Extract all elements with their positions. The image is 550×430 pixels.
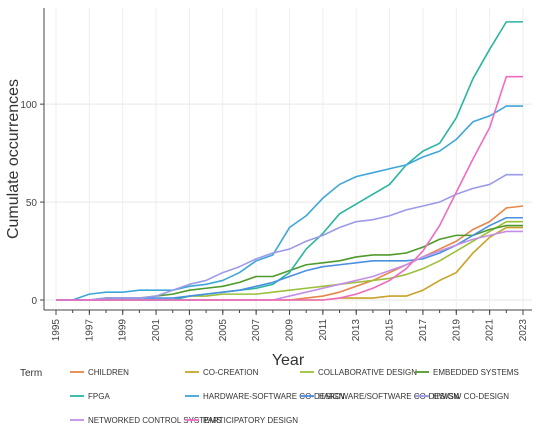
- y-tick-label-1: 50: [26, 198, 38, 209]
- legend-title: Term: [20, 368, 42, 379]
- y-tick-label-0: 0: [31, 296, 37, 307]
- series-line-7: [56, 173, 523, 301]
- x-tick-label-11: 2017: [418, 319, 429, 342]
- legend: Term CHILDREN CO-CREATION COLLABORATIVE DE…: [20, 368, 519, 425]
- legend-label-1: CO-CREATION: [203, 368, 259, 377]
- legend-label-4: FPGA: [88, 392, 110, 401]
- x-tick-label-13: 2021: [485, 319, 496, 342]
- grid: [44, 8, 532, 310]
- legend-label-5: HARDWARE-SOFTWARE CO-DESIGN: [203, 392, 345, 401]
- series-line-9: [56, 75, 523, 301]
- y-axis-ticks: 0 50 100: [20, 100, 44, 307]
- x-tick-label-10: 2015: [385, 319, 396, 342]
- x-tick-label-3: 2001: [151, 319, 162, 342]
- x-axis-ticks: 1995 1997 1999 2001 2003 2005 2007 2009 2011 2013…: [51, 310, 529, 341]
- x-tick-label-0: 1995: [51, 319, 62, 342]
- x-tick-label-5: 2005: [218, 319, 229, 342]
- x-tick-label-7: 2009: [285, 319, 296, 342]
- legend-label-8: NETWORKED CONTROL SYSTEMS: [88, 416, 222, 425]
- x-tick-label-8: 2011: [318, 319, 329, 341]
- x-tick-label-14: 2023: [518, 319, 529, 342]
- legend-label-7: HW/SW CO-DESIGN: [433, 392, 509, 401]
- legend-label-0: CHILDREN: [88, 368, 129, 377]
- legend-label-6: HARDWARE/SOFTWARE CO-DESIGN: [318, 392, 459, 401]
- x-tick-label-2: 1999: [118, 319, 129, 342]
- x-tick-label-12: 2019: [451, 319, 462, 342]
- y-tick-label-2: 100: [20, 100, 37, 111]
- legend-label-3: EMBEDDED SYSTEMS: [433, 368, 519, 377]
- y-axis-title: Cumulate occurrences: [5, 79, 22, 239]
- x-tick-label-6: 2007: [251, 319, 262, 342]
- x-axis-title: Year: [272, 352, 305, 369]
- x-tick-label-1: 1997: [84, 319, 95, 342]
- series-lines: [56, 21, 524, 301]
- x-tick-label-4: 2003: [184, 319, 195, 342]
- legend-label-2: COLLABORATIVE DESIGN: [318, 368, 417, 377]
- series-line-5: [56, 105, 523, 301]
- x-tick-label-9: 2013: [351, 319, 362, 342]
- legend-label-9: PARTICIPATORY DESIGN: [203, 416, 298, 425]
- axes: [43, 8, 532, 311]
